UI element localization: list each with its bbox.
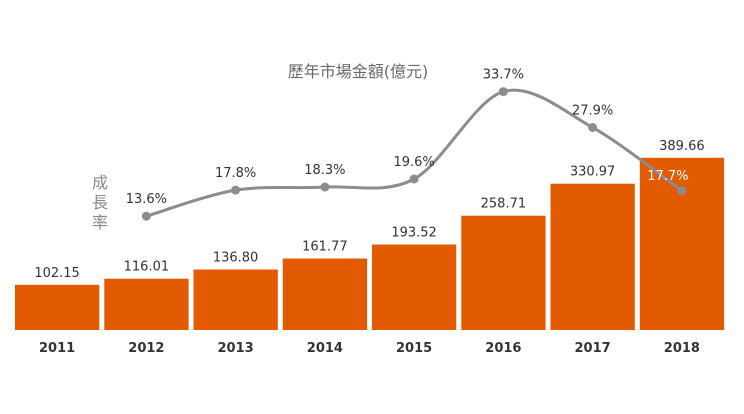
x-tick-label-2012: 2012 [128,341,164,356]
growth-point-2014 [320,182,330,192]
bar-series-title: 歷年市場金額(億元) [288,62,429,81]
bar-2013 [193,269,278,330]
line-series-title: 成長率 [92,173,108,232]
bar-2015 [372,244,457,330]
bar-value-label-2015: 193.52 [391,226,437,241]
growth-point-2012 [141,211,151,221]
bar-value-label-2012: 116.01 [124,260,170,275]
bar-value-label-2016: 258.71 [481,197,527,212]
bar-2017 [550,183,635,330]
growth-point-2017 [588,123,598,132]
bar-2016 [461,215,546,330]
x-tick-label-2014: 2014 [307,341,343,356]
growth-label-2012: 13.6% [126,192,167,207]
growth-rate-labels: 13.6% 17.8% 18.3% 19.6% 33.7% 27.9% 17.7% [126,68,689,208]
bar-value-label-2014: 161.77 [302,240,348,255]
growth-point-2015 [409,174,419,184]
growth-label-2015: 19.6% [393,155,434,170]
bars-layer [15,157,725,330]
x-tick-label-2017: 2017 [575,341,611,356]
x-tick-label-2016: 2016 [485,341,521,356]
bar-2011 [15,284,100,330]
bar-2012 [104,278,189,330]
growth-label-2018: 17.7% [647,169,688,184]
growth-rate-points [141,87,687,221]
growth-label-2016: 33.7% [483,68,524,83]
bar-value-label-2017: 330.97 [570,165,616,180]
growth-label-2014: 18.3% [304,163,345,178]
bar-value-label-2011: 102.15 [34,266,80,281]
x-tick-label-2018: 2018 [664,341,700,356]
x-tick-label-2013: 2013 [218,341,254,356]
bar-value-label-2018: 389.66 [659,139,705,154]
bar-value-labels: 102.15 116.01 136.80 161.77 193.52 258.71 330.… [34,139,704,281]
growth-point-2016 [498,87,508,97]
growth-point-2018 [677,186,687,196]
growth-label-2013: 17.8% [215,166,256,181]
growth-point-2013 [231,185,241,195]
x-tick-label-2011: 2011 [39,341,75,356]
bar-2014 [282,258,368,330]
x-axis-tick-labels: 2011 2012 2013 2014 2015 2016 2017 2018 [39,341,700,356]
bar-value-label-2013: 136.80 [213,251,259,266]
growth-label-2017: 27.9% [572,104,613,119]
x-tick-label-2015: 2015 [396,341,432,356]
